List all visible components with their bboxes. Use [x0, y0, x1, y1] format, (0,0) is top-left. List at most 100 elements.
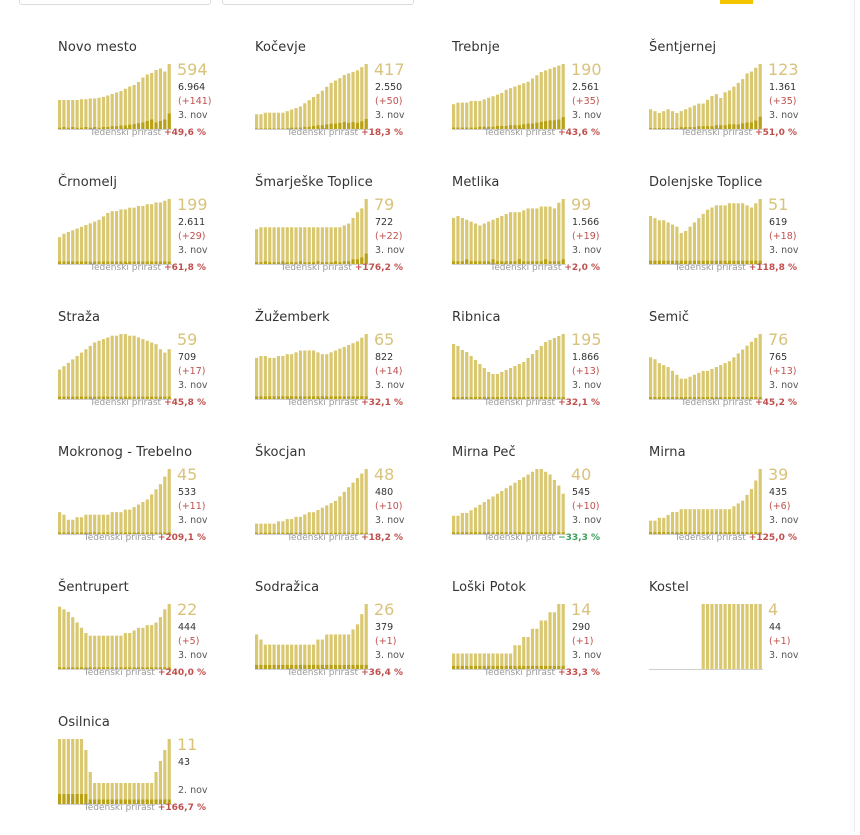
new-cases-bar [163, 396, 167, 400]
new-cases-bar [666, 260, 670, 265]
municipality-card[interactable]: Straža 59 709 (+17) 3. nov Tedenski prirast +4… [58, 310, 228, 430]
new-cases-bar [263, 261, 267, 265]
active-bar [662, 111, 666, 130]
active-bar [548, 340, 552, 400]
active-bar [364, 469, 368, 535]
active-bar [727, 203, 732, 265]
weekly-growth: Tedenski prirast +18,3 % [287, 128, 403, 138]
active-bar [465, 352, 469, 400]
municipality-card[interactable]: Semič 76 765 (+13) 3. nov Tedenski prirast +45… [649, 310, 819, 430]
active-bar [679, 233, 683, 265]
active-bar [141, 77, 145, 130]
municipality-card[interactable]: Šmarješke Toplice 79 722 (+22) 3. nov Tedensk… [255, 175, 425, 295]
active-bar [465, 653, 469, 670]
new-cases-bar [452, 665, 456, 670]
new-cases-bar [136, 396, 141, 400]
active-bar [325, 227, 329, 265]
weekly-growth-label: Tedenski prirast [287, 533, 359, 543]
active-cases-value: 39 [768, 465, 789, 484]
new-cases-bar [351, 532, 355, 535]
weekly-growth-value: +18,3 % [361, 128, 403, 138]
active-bar [58, 739, 62, 805]
active-bar [456, 515, 460, 535]
municipality-card[interactable]: Mirna 39 435 (+6) 3. nov Tedenski prirast +125… [649, 445, 819, 565]
municipality-card[interactable]: Kočevje 417 2.550 (+50) 3. nov Tedenski prira… [255, 40, 425, 160]
active-bar [653, 218, 657, 265]
active-bar [351, 629, 355, 670]
new-cases-bar [145, 667, 149, 670]
new-cases-bar [535, 665, 539, 670]
municipality-card[interactable]: Osilnica 11 43 2. nov Tedenski prirast +166,7… [58, 715, 228, 835]
new-cases-bar [504, 397, 508, 400]
active-bar [745, 205, 749, 265]
active-bar [360, 208, 364, 265]
sparkline-chart [649, 334, 763, 400]
new-cases-bar [141, 261, 145, 265]
new-cases-bar [754, 120, 758, 130]
active-bar [465, 219, 469, 265]
new-cases-bar [316, 396, 320, 400]
active-bar [123, 509, 127, 535]
new-cases-bar [276, 396, 281, 400]
active-bar [522, 477, 526, 535]
municipality-card[interactable]: Žužemberk 65 822 (+14) 3. nov Tedenski priras… [255, 310, 425, 430]
municipality-card[interactable]: Šentrupert 22 444 (+5) 3. nov Tedenski priras… [58, 580, 228, 700]
active-bar [268, 112, 272, 130]
weekly-growth-label: Tedenski prirast [681, 398, 753, 408]
weekly-growth-value: +45,8 % [164, 398, 206, 408]
new-cases-bar [71, 261, 75, 265]
new-cases-bar [84, 667, 88, 670]
municipality-card[interactable]: Ribnica 195 1.866 (+13) 3. nov Tedenski prira… [452, 310, 622, 430]
active-bar [66, 739, 70, 805]
municipality-card[interactable]: Kostel 4 44 (+1) 3. nov [649, 580, 819, 700]
new-cases-bar [469, 127, 473, 130]
new-cases-bar [561, 532, 565, 535]
municipality-card[interactable]: Trebnje 190 2.561 (+35) 3. nov Tedenski prira… [452, 40, 622, 160]
date-label: 3. nov [769, 515, 799, 526]
new-cases-bar [517, 532, 521, 535]
municipality-card[interactable]: Črnomelj 199 2.611 (+29) 3. nov Tedenski prir… [58, 175, 228, 295]
new-cases-bar [509, 665, 513, 670]
filter-select-2[interactable] [222, 0, 414, 5]
municipality-card[interactable]: Metlika 99 1.566 (+19) 3. nov Tedenski priras… [452, 175, 622, 295]
weekly-growth: Tedenski prirast +36,4 % [287, 668, 403, 678]
municipality-card[interactable]: Sodražica 26 379 (+1) 3. nov Tedenski prirast… [255, 580, 425, 700]
new-cases-bar [276, 532, 281, 535]
active-bar [530, 208, 535, 265]
new-cases-bar [58, 396, 62, 400]
active-bar [727, 90, 732, 130]
municipality-card[interactable]: Novo mesto 594 6.964 (+141) 3. nov Tedenski p… [58, 40, 228, 160]
municipality-card[interactable]: Dolenjske Toplice 51 619 (+18) 3. nov Tedensk… [649, 175, 819, 295]
active-bar [66, 362, 70, 400]
active-bar [657, 517, 661, 535]
new-cases-bar [684, 397, 688, 400]
new-cases-bar [285, 664, 289, 670]
new-cases-bar [517, 125, 521, 130]
active-bar [338, 78, 342, 130]
new-cases-bar [276, 262, 281, 265]
active-bar [307, 644, 311, 670]
active-cases-value: 65 [374, 330, 395, 349]
active-bar [128, 633, 132, 670]
new-cases-bar [504, 665, 508, 670]
new-cases-bar [509, 397, 513, 400]
new-cases-bar [758, 116, 762, 130]
municipality-card[interactable]: Mokronog - Trebelno 45 533 (+11) 3. nov Teden… [58, 445, 228, 565]
active-bar [136, 337, 141, 400]
active-bar [62, 739, 66, 805]
municipality-card[interactable]: Mirna Peč 40 545 (+10) 3. nov Tedenski priras… [452, 445, 622, 565]
new-cases-bar [675, 532, 679, 535]
filter-select-1[interactable] [19, 0, 211, 5]
municipality-card[interactable]: Škocjan 48 480 (+10) 3. nov Tedenski prirast +… [255, 445, 425, 565]
active-bar [456, 102, 460, 130]
municipality-card[interactable]: Loški Potok 14 290 (+1) 3. nov Tedenski prira… [452, 580, 622, 700]
new-cases-bar [66, 396, 70, 400]
active-bar [460, 513, 464, 535]
active-cases-value: 195 [571, 330, 602, 349]
active-bar [732, 86, 736, 130]
new-cases-bar [517, 397, 521, 400]
municipality-card[interactable]: Šentjernej 123 1.361 (+35) 3. nov Tedenski pr… [649, 40, 819, 160]
weekly-growth: Tedenski prirast +18,2 % [287, 533, 403, 543]
new-cases-bar [469, 397, 473, 400]
new-cases-bar [526, 123, 530, 130]
